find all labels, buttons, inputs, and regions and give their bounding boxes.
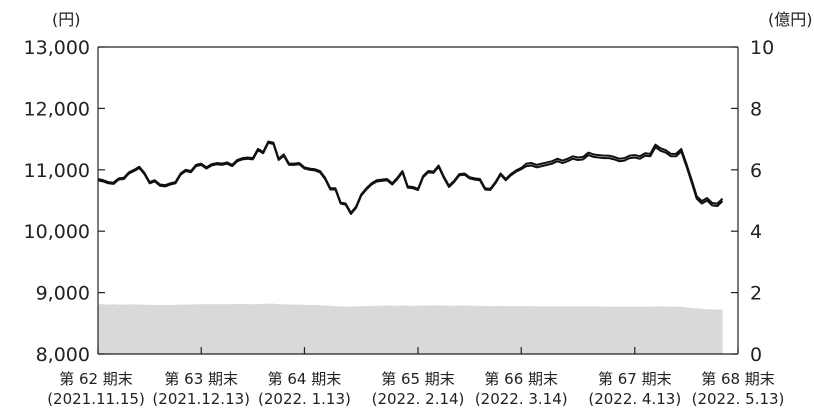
series-area-2 bbox=[98, 303, 723, 354]
x-label-period: 第 63 期末 bbox=[164, 370, 238, 388]
right-tick-label: 6 bbox=[750, 160, 762, 182]
right-tick-label: 4 bbox=[750, 221, 762, 243]
x-label-date: (2022. 1.13) bbox=[258, 390, 351, 408]
x-label-date: (2022. 4.13) bbox=[588, 390, 681, 408]
left-tick-label: 9,000 bbox=[36, 283, 90, 305]
right-tick-label: 2 bbox=[750, 283, 762, 305]
x-label-date: (2022. 3.14) bbox=[475, 390, 568, 408]
left-axis-unit: (円) bbox=[52, 10, 81, 29]
right-tick-label: 10 bbox=[750, 37, 774, 59]
series-line-0 bbox=[97, 140, 724, 214]
x-label-period: 第 67 期末 bbox=[598, 370, 672, 388]
right-tick-label: 8 bbox=[750, 98, 762, 120]
left-tick-label: 13,000 bbox=[24, 37, 90, 59]
left-tick-label: 8,000 bbox=[36, 344, 90, 366]
x-label-date: (2022. 2.14) bbox=[372, 390, 465, 408]
line-layer bbox=[97, 140, 724, 216]
x-label-period: 第 68 期末 bbox=[701, 370, 775, 388]
x-label-period: 第 64 期末 bbox=[268, 370, 342, 388]
ticks-layer: 8,000 9,000 10,000 11,000 12,000 13,000 0 2 4 6 8 1… bbox=[24, 37, 785, 408]
x-label-date: (2022. 5.13) bbox=[692, 390, 785, 408]
area-layer bbox=[98, 303, 723, 354]
x-label-date: (2021.11.15) bbox=[47, 390, 145, 408]
right-axis-unit: (億円) bbox=[768, 10, 813, 29]
x-label-period: 第 62 期末 bbox=[59, 370, 133, 388]
left-tick-label: 12,000 bbox=[24, 98, 90, 120]
x-label-period: 第 65 期末 bbox=[381, 370, 455, 388]
x-label-date: (2021.12.13) bbox=[152, 390, 250, 408]
x-label-period: 第 66 期末 bbox=[484, 370, 558, 388]
left-tick-label: 11,000 bbox=[24, 160, 90, 182]
right-tick-label: 0 bbox=[750, 344, 762, 366]
left-tick-label: 10,000 bbox=[24, 221, 90, 243]
series-line-1 bbox=[97, 141, 724, 216]
